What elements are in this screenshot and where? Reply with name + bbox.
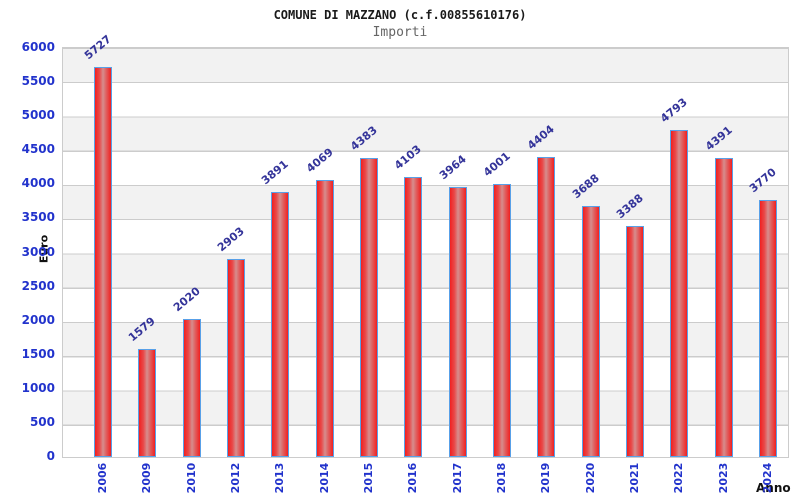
bar-2024 <box>758 200 777 457</box>
x-tick-label: 2020 <box>583 462 597 494</box>
x-tick-label: 2017 <box>450 462 464 494</box>
bar-value-label: 4391 <box>702 123 735 154</box>
bar-2014 <box>315 180 334 457</box>
y-tick-label: 3000 <box>21 244 55 259</box>
x-tick-label: 2019 <box>539 462 553 494</box>
bar-2013 <box>271 192 290 457</box>
bar-value-label: 4103 <box>392 142 425 173</box>
plot-area: 5727 1579 2020 2903 3891 4069 4383 4103 3964 4001… <box>62 33 789 458</box>
bar-value-label: 1579 <box>126 314 159 345</box>
bar-value-label: 4383 <box>347 123 380 154</box>
y-tick-label: 5500 <box>21 74 55 89</box>
y-tick-label: 0 <box>46 449 55 463</box>
bar-value-label: 2020 <box>170 284 203 315</box>
y-tick-label: 6000 <box>21 40 55 54</box>
bar-value-label: 4404 <box>525 122 558 153</box>
y-tick-label: 4500 <box>21 142 55 157</box>
bar-2022 <box>670 130 689 457</box>
chart-title: COMUNE DI MAZZANO (c.f.00855610176) <box>273 8 527 22</box>
x-tick-label: 2009 <box>140 462 154 494</box>
bar-value-label: 4793 <box>658 95 691 126</box>
bar-value-label: 3688 <box>569 171 602 202</box>
y-tick-label: 5000 <box>21 108 55 123</box>
x-tick-label: 2006 <box>96 462 109 494</box>
bar-2010 <box>182 319 201 457</box>
bar-value-label: 4001 <box>480 149 513 180</box>
bar-value-label: 3891 <box>259 157 292 188</box>
bar-2020 <box>581 206 600 457</box>
bar-2006 <box>94 67 112 457</box>
x-tick-label: 2012 <box>228 462 242 494</box>
chart-subtitle: Importi <box>372 25 428 40</box>
y-tick-label: 2500 <box>21 278 55 293</box>
bar-2009 <box>138 349 157 457</box>
bar-value-label: 4069 <box>303 145 336 176</box>
y-tick-label: 1000 <box>21 380 55 395</box>
x-tick-label: 2018 <box>494 462 508 494</box>
x-tick-label: 2022 <box>672 462 686 494</box>
x-tick-label: 2013 <box>273 462 287 494</box>
x-tick-label: 2024 <box>760 462 774 494</box>
x-tick-label: 2015 <box>361 462 375 494</box>
y-tick-label: 3500 <box>21 210 55 225</box>
bar-2015 <box>359 158 378 457</box>
x-tick-label: 2023 <box>716 462 730 494</box>
y-tick-label: 1500 <box>21 346 55 361</box>
y-tick-label: 500 <box>29 414 55 429</box>
x-tick-label: 2010 <box>184 462 198 494</box>
bar-value-label: 3388 <box>613 191 646 222</box>
bar-value-label: 3964 <box>436 152 469 183</box>
x-axis-title: Anno <box>756 481 791 495</box>
y-tick-label: 2000 <box>21 312 55 327</box>
bar-2017 <box>448 187 467 457</box>
bar-2018 <box>492 184 511 457</box>
bar-value-label: 3770 <box>746 165 779 196</box>
bar-2016 <box>404 177 423 457</box>
bar-2012 <box>226 259 245 457</box>
bar-2021 <box>625 226 644 457</box>
x-tick-label: 2014 <box>317 462 331 494</box>
x-tick-label: 2021 <box>627 462 641 494</box>
x-tick-label: 2016 <box>406 462 420 494</box>
y-tick-label: 4000 <box>21 176 55 191</box>
bar-2019 <box>537 157 556 457</box>
bar-value-label: 2903 <box>214 224 247 255</box>
bar-2023 <box>714 158 733 457</box>
